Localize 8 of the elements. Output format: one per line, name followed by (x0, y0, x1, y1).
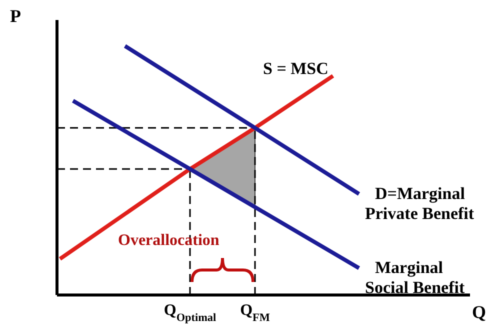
x-axis-title: Q (472, 302, 486, 322)
series-label: S = MSC (263, 58, 328, 78)
x-tick-label: Q$_{FM}$ (240, 302, 270, 324)
y-axis-title: P (10, 6, 21, 26)
annotation: Overallocation (118, 232, 220, 249)
x-tick-label: Q$_{Optimal}$ (164, 302, 216, 324)
series-label: Marginal Social Benefit (365, 258, 465, 298)
series-label: D=Marginal Private Benefit (365, 184, 474, 223)
